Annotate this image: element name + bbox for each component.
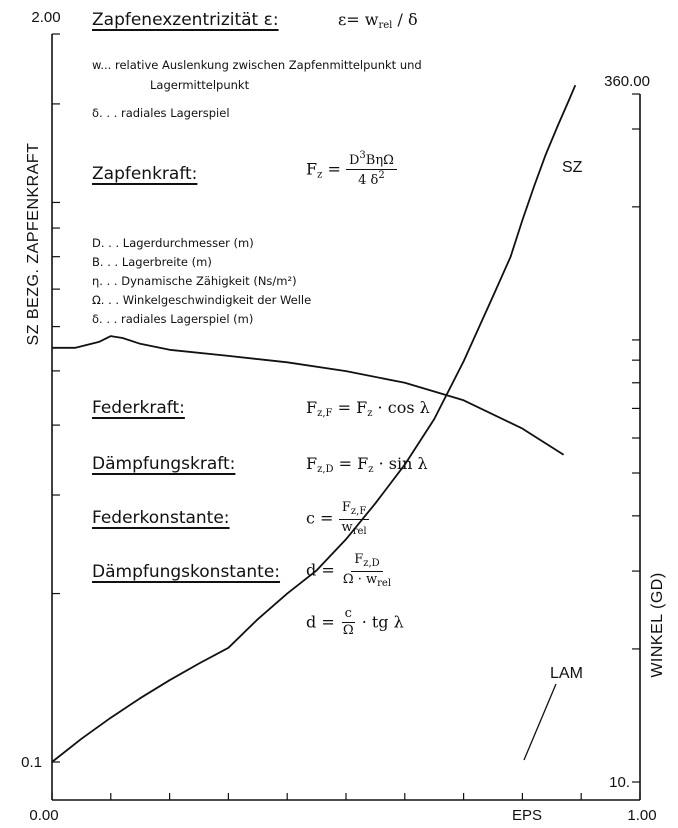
springc-den: w: [341, 519, 353, 535]
dampc-num: F: [354, 552, 364, 567]
force-lhs-sub: z: [317, 169, 323, 181]
x-tick-label-end: 1.00: [627, 807, 656, 824]
springc-num-sub: z,F: [350, 506, 367, 517]
springc-numerator: Fz,F: [338, 500, 370, 520]
dampc2-fraction: c Ω: [340, 606, 357, 640]
var-eta: η. . . Dynamische Zähigkeit (Ns/m²): [92, 274, 297, 288]
force-heading: Zapfenkraft:: [92, 164, 198, 184]
y-left-tick-label-top: 2.00: [31, 9, 60, 26]
w-definition-line2: Lagermittelpunkt: [150, 78, 250, 92]
var-delta: δ. . . radiales Lagerspiel (m): [92, 312, 254, 326]
spring-constant-heading: Federkonstante:: [92, 508, 230, 528]
var-d: D. . . Lagerdurchmesser (m): [92, 236, 254, 250]
eccentricity-heading: Zapfenexzentrizität ε:: [92, 10, 279, 30]
y-right-tick-label-top: 360.00: [604, 73, 650, 90]
x-axis-title: EPS: [512, 807, 542, 824]
damping-force-formula: Fz,D = Fz · sin λ: [306, 454, 428, 475]
force-den-sup: 2: [378, 170, 385, 182]
series-line-lam: [52, 335, 565, 456]
force-num-sup: 3: [359, 150, 366, 161]
y-left-axis-title: SZ BEZG. ZAPFENKRAFT: [25, 143, 42, 346]
springc-num: F: [341, 500, 351, 515]
springc-fraction: Fz,F wrel: [338, 500, 370, 539]
chart-labels: 2.00 0.1 360.00 10. 0.00 EPS 1.00 SZ BEZG. ZAPF…: [21, 9, 666, 824]
dampc2-numerator: c: [341, 606, 355, 624]
series-label-sz: SZ: [562, 159, 583, 176]
var-omega: Ω. . . Winkelgeschwindigkeit der Welle: [92, 293, 312, 307]
y-right-tick-label-bottom: 10.: [609, 774, 630, 791]
var-b: B. . . Lagerbreite (m): [92, 255, 212, 269]
dampc-den-sub: rel: [377, 577, 392, 589]
damp-formula-b: = F: [333, 454, 369, 473]
dampc2-tail: · tg λ: [356, 612, 404, 632]
damp-formula-c: · sin λ: [373, 454, 428, 473]
delta-definition: δ. . . radiales Lagerspiel: [92, 106, 230, 120]
dampc2-lhs: d =: [306, 612, 335, 632]
dampc-fraction: Fz,D Ω · wrel: [340, 552, 394, 590]
spring-formula-a: F: [306, 398, 318, 417]
lam-leader-line: [523, 683, 557, 761]
force-denominator: 4 δ2: [355, 170, 388, 189]
dampc-numerator: Fz,D: [351, 552, 383, 572]
series-label-lam: LAM: [550, 665, 583, 682]
force-fraction: D3BηΩ 4 δ2: [345, 150, 397, 190]
chart-ticks: [51, 33, 641, 800]
springc-den-sub: rel: [352, 525, 367, 537]
series-line-sz: [51, 84, 577, 763]
damping-force-heading: Dämpfungskraft:: [92, 454, 236, 474]
dampc-den: Ω · w: [342, 571, 378, 587]
damping-constant-heading: Dämpfungskonstante:: [92, 562, 281, 582]
spring-constant-formula: c = Fz,F wrel: [306, 500, 370, 538]
damping-constant-formula-2: d = c Ω · tg λ: [306, 606, 404, 640]
spring-formula-sub2: z: [367, 408, 373, 419]
force-lhs: F: [306, 159, 318, 179]
eccentricity-formula: ε= wrel / δ: [338, 10, 418, 31]
eccentricity-formula-sub: rel: [378, 20, 393, 31]
y-left-tick-label-bottom: 0.1: [21, 754, 42, 771]
spring-formula-c: · cos λ: [372, 398, 430, 417]
dampc2-denominator: Ω: [342, 623, 354, 639]
springc-denominator: wrel: [339, 520, 370, 539]
force-numerator: D3BηΩ: [345, 150, 397, 171]
spring-formula-sub: z,F: [317, 408, 333, 419]
spring-force-formula: Fz,F = Fz · cos λ: [306, 398, 430, 419]
dampc-num-sub: z,D: [363, 558, 380, 569]
force-num-b: BηΩ: [365, 153, 394, 168]
force-formula: Fz = D3BηΩ 4 δ2: [306, 150, 397, 190]
force-num-a: D: [348, 153, 360, 168]
damp-formula-a: F: [306, 454, 318, 473]
w-definition-line1: w... relative Auslenkung zwischen Zapfen…: [92, 58, 422, 72]
damp-formula-sub2: z: [368, 464, 374, 475]
spring-force-heading: Federkraft:: [92, 398, 185, 418]
eccentricity-formula-tail: / δ: [392, 10, 418, 29]
dampc-lhs: d =: [306, 560, 335, 580]
force-den-a: 4 δ: [358, 173, 379, 189]
damp-formula-sub: z,D: [317, 464, 334, 475]
chart-series: [51, 84, 577, 763]
damping-constant-formula: d = Fz,D Ω · wrel: [306, 552, 394, 590]
spring-formula-b: = F: [332, 398, 368, 417]
eccentricity-formula-main: ε= w: [338, 10, 379, 29]
y-right-axis-title: WINKEL (GD): [649, 572, 666, 677]
springc-lhs: c =: [306, 508, 334, 528]
x-tick-label-start: 0.00: [29, 807, 58, 824]
dampc-denominator: Ω · wrel: [340, 572, 394, 591]
